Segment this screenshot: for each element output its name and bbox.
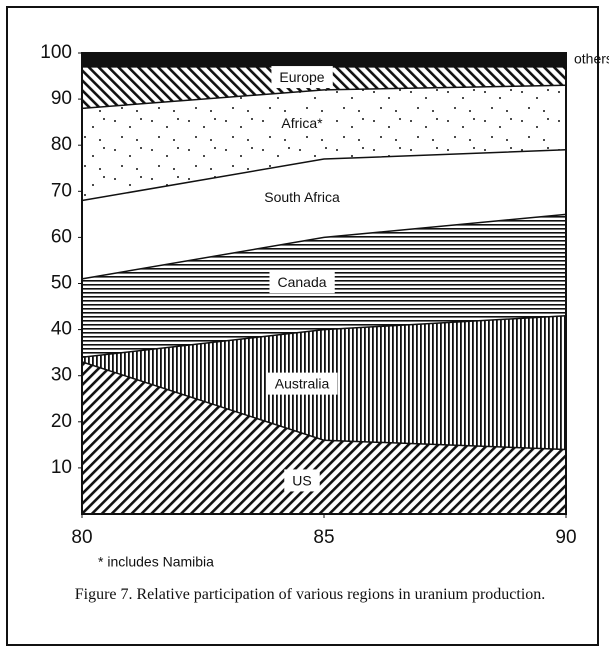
footnote: * includes Namibia: [98, 554, 214, 570]
x-tick-label: 80: [71, 527, 92, 548]
caption: Figure 7. Relative participation of vari…: [74, 586, 546, 603]
label-box: [273, 112, 332, 135]
label-box: [256, 185, 348, 208]
y-tick-label: 20: [51, 411, 72, 432]
y-tick-label: 50: [51, 273, 72, 294]
figure-frame: [6, 6, 599, 646]
y-tick-label: 70: [51, 180, 72, 201]
area-label: Canada: [277, 274, 326, 290]
area: [82, 53, 566, 67]
label-box: [284, 469, 320, 492]
x-tick-label: 90: [555, 527, 576, 548]
y-tick-label: 80: [51, 134, 72, 155]
boundary: [81, 84, 567, 110]
area-label: Africa*: [281, 115, 323, 131]
area-label: South Africa: [264, 189, 340, 205]
x-tick-label: 85: [313, 527, 334, 548]
boundary: [81, 361, 567, 451]
y-tick-label: 100: [40, 42, 72, 63]
label-box: [269, 271, 335, 294]
area-label: US: [292, 472, 311, 488]
area: [82, 85, 566, 201]
y-tick-label: 30: [51, 365, 72, 386]
area-label: Australia: [275, 376, 330, 392]
label-box: [266, 372, 338, 395]
area-label: Europe: [279, 69, 324, 85]
boundary: [81, 213, 567, 280]
y-tick-label: 10: [51, 457, 72, 478]
legend-label: others: [574, 51, 609, 67]
y-tick-label: 90: [51, 88, 72, 109]
label-box: [271, 66, 333, 89]
y-tick-label: 40: [51, 319, 72, 340]
boundary: [81, 149, 567, 202]
y-tick-label: 60: [51, 226, 72, 247]
area: [82, 361, 566, 514]
boundary: [81, 315, 567, 359]
area: [82, 149, 566, 279]
